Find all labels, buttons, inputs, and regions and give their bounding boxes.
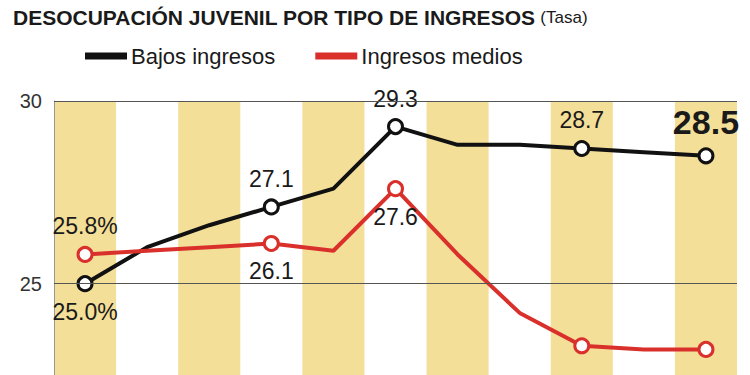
svg-text:25.0%: 25.0% bbox=[52, 299, 117, 325]
svg-text:30: 30 bbox=[20, 90, 42, 112]
svg-text:29.3: 29.3 bbox=[373, 86, 418, 112]
svg-text:28.5: 28.5 bbox=[673, 103, 739, 141]
svg-text:Ingresos medios: Ingresos medios bbox=[361, 44, 522, 69]
svg-text:25: 25 bbox=[20, 273, 42, 295]
svg-text:25.8%: 25.8% bbox=[52, 213, 117, 239]
svg-text:DESOCUPACIÓN JUVENIL POR TIPO: DESOCUPACIÓN JUVENIL POR TIPO DE INGRESO… bbox=[13, 6, 535, 29]
svg-text:26.1: 26.1 bbox=[249, 258, 294, 284]
svg-text:28.7: 28.7 bbox=[559, 107, 604, 133]
svg-text:(Tasa): (Tasa) bbox=[540, 8, 587, 27]
svg-text:Bajos ingresos: Bajos ingresos bbox=[131, 44, 275, 69]
svg-text:27.6: 27.6 bbox=[373, 204, 418, 230]
svg-text:27.1: 27.1 bbox=[249, 166, 294, 192]
